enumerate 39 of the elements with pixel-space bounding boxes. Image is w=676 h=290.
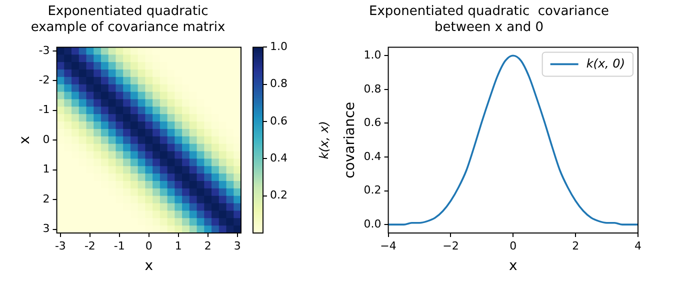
x-tick-label: 0 <box>510 239 517 252</box>
x-tick-label: 4 <box>634 239 642 252</box>
chart-title: Exponentiated quadratic covariance between x and 0 <box>369 4 609 35</box>
color-bar-label: 0.2 <box>270 188 288 202</box>
x-tick-label: −4 <box>380 239 396 252</box>
x-tick-label: −2 <box>442 239 459 252</box>
y-tick-label: 0.6 <box>364 116 382 130</box>
x-tick-label: -3 <box>54 239 66 252</box>
y-tick-label: 0.4 <box>364 150 382 163</box>
x-tick-label: 3 <box>234 239 241 252</box>
x-tick-label: 2 <box>572 239 580 252</box>
color-bar-label: 0.4 <box>270 152 288 165</box>
y-tick-label: 3 <box>42 222 50 236</box>
x-tick-label: -2 <box>84 239 96 252</box>
y-tick-label: 0.0 <box>364 217 382 230</box>
y-axis-title: covariance <box>342 102 358 178</box>
line-series <box>388 54 638 226</box>
x-tick-label: 0 <box>145 239 152 252</box>
y-tick-label: 0.2 <box>364 184 382 197</box>
chart-title: Exponentiated quadratic example of covariance matrix <box>30 4 226 35</box>
y-tick-label: 1 <box>42 162 50 176</box>
x-axis-title: x <box>509 258 518 274</box>
y-tick-label: -2 <box>38 74 50 87</box>
y-tick-label: -3 <box>38 44 50 57</box>
color-bar-label: 0.8 <box>270 77 288 90</box>
x-tick-label: 1 <box>174 239 182 252</box>
x-tick-label: -1 <box>114 239 125 252</box>
x-axis-title: x <box>144 258 154 274</box>
color-bar-label: 0.6 <box>270 114 288 128</box>
color-bar-title: k(x, x) <box>317 121 332 160</box>
y-tick-label: 1.0 <box>364 48 382 62</box>
y-tick-label: 0 <box>42 132 50 146</box>
legend-label: k(x, 0) <box>586 56 626 70</box>
y-tick-label: 2 <box>42 192 50 206</box>
color-bar-label: 1.0 <box>270 40 288 54</box>
y-tick-label: -1 <box>38 103 50 116</box>
y-tick-label: 0.8 <box>364 82 382 96</box>
x-tick-label: 2 <box>204 239 212 252</box>
y-axis-title: x <box>17 136 34 144</box>
